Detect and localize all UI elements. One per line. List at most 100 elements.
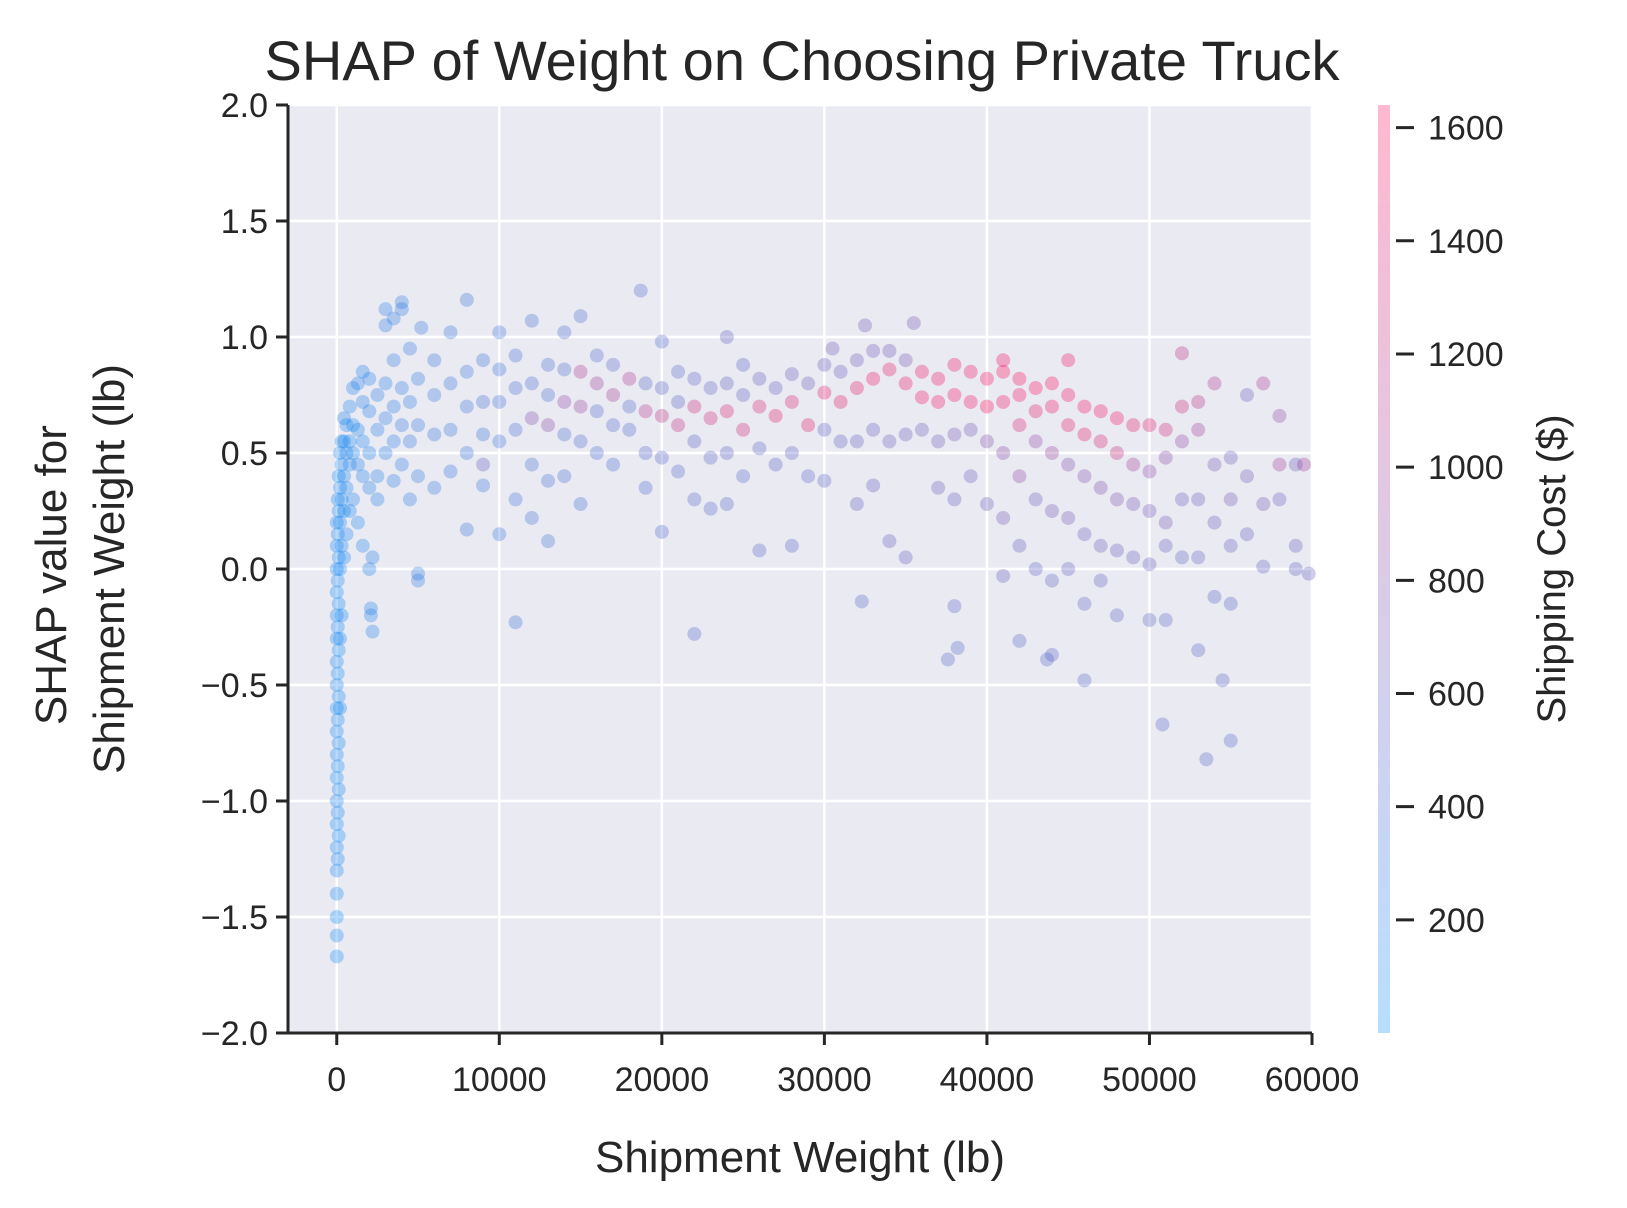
data-point-1: [329, 928, 344, 943]
data-point-301: [1077, 427, 1092, 442]
data-point-31: [331, 736, 346, 750]
data-point-30: [331, 782, 346, 797]
data-point-17: [329, 562, 344, 576]
data-point-44: [334, 608, 349, 623]
data-point-220: [817, 385, 832, 400]
data-point-54: [339, 527, 354, 542]
data-point-74: [355, 364, 370, 379]
data-point-105: [402, 394, 417, 409]
data-point-356: [1272, 408, 1287, 423]
data-point-129: [476, 353, 491, 368]
data-point-344: [1223, 733, 1238, 748]
data-point-269: [996, 446, 1011, 460]
data-point-192: [703, 450, 718, 465]
data-point-184: [671, 394, 686, 409]
data-point-307: [1093, 404, 1108, 419]
data-point-294: [1061, 418, 1076, 433]
data-point-76: [362, 480, 377, 495]
data-point-26: [330, 573, 345, 588]
data-point-125: [459, 292, 474, 307]
data-point-71: [355, 469, 370, 484]
data-point-77: [362, 446, 377, 460]
y-axis-label-line-2: Shipment Weight (lb): [85, 364, 134, 774]
data-point-62: [346, 492, 361, 507]
data-point-100: [394, 381, 409, 396]
data-point-25: [330, 620, 345, 634]
data-point-318: [1142, 557, 1157, 572]
data-point-132: [492, 434, 507, 449]
data-point-38: [333, 701, 348, 716]
data-point-290: [1044, 376, 1059, 391]
data-point-316: [1126, 418, 1141, 433]
colorbar: [1378, 105, 1390, 1033]
y-tick-label-5: 0.5: [221, 435, 268, 473]
data-point-166: [606, 418, 621, 433]
data-point-336: [1191, 422, 1206, 437]
data-point-349: [1239, 527, 1254, 542]
data-point-317: [1142, 613, 1157, 628]
data-point-102: [394, 302, 409, 317]
data-point-200: [736, 469, 751, 484]
data-point-223: [833, 434, 848, 449]
data-point-210: [768, 381, 783, 396]
data-point-276: [1012, 418, 1027, 433]
data-point-234: [866, 371, 881, 386]
data-point-268: [996, 510, 1011, 525]
data-point-142: [524, 457, 539, 472]
data-point-14: [329, 631, 344, 646]
data-point-299: [1077, 527, 1092, 542]
data-point-169: [622, 422, 637, 437]
data-point-202: [736, 388, 751, 402]
data-point-156: [573, 497, 588, 512]
data-point-55: [339, 480, 354, 495]
data-point-49: [337, 550, 352, 565]
data-point-331: [1174, 399, 1189, 414]
data-point-189: [687, 399, 702, 414]
data-point-342: [1207, 376, 1222, 391]
data-point-255: [947, 492, 962, 507]
data-point-85: [370, 422, 385, 437]
data-point-151: [557, 469, 572, 484]
data-point-167: [606, 388, 621, 402]
data-point-240: [898, 550, 913, 565]
data-point-97: [386, 311, 401, 326]
data-point-267: [996, 568, 1011, 583]
data-point-260: [963, 422, 978, 437]
data-point-282: [1028, 404, 1043, 419]
data-point-193: [703, 411, 718, 426]
data-point-175: [638, 404, 653, 419]
data-point-230: [854, 594, 869, 609]
data-point-143: [524, 411, 539, 426]
data-point-19: [329, 515, 344, 530]
data-point-47: [334, 457, 349, 472]
data-point-227: [849, 434, 864, 449]
data-point-139: [508, 381, 523, 396]
data-point-104: [402, 434, 417, 449]
data-point-241: [898, 427, 913, 442]
data-point-296: [1061, 353, 1076, 368]
data-point-215: [801, 469, 816, 484]
data-point-277: [1012, 388, 1027, 402]
data-point-158: [573, 399, 588, 414]
data-point-27: [330, 527, 345, 542]
colorbar-tick-label-7: 1600: [1428, 110, 1504, 148]
data-point-37: [331, 469, 346, 484]
data-point-324: [1158, 538, 1173, 553]
data-point-303: [1093, 573, 1108, 588]
data-point-22: [330, 759, 345, 774]
data-point-146: [541, 534, 556, 549]
data-point-3: [329, 886, 344, 901]
data-point-216: [801, 418, 816, 433]
data-point-99: [394, 418, 409, 433]
data-point-84: [370, 469, 385, 484]
data-point-300: [1077, 469, 1092, 484]
data-point-43: [333, 446, 348, 460]
data-point-266: [979, 371, 994, 386]
data-point-233: [866, 422, 881, 437]
data-point-195: [719, 497, 734, 512]
data-point-98: [394, 457, 409, 472]
data-point-194: [703, 381, 718, 396]
data-point-291: [1061, 562, 1076, 576]
data-point-137: [508, 492, 523, 507]
